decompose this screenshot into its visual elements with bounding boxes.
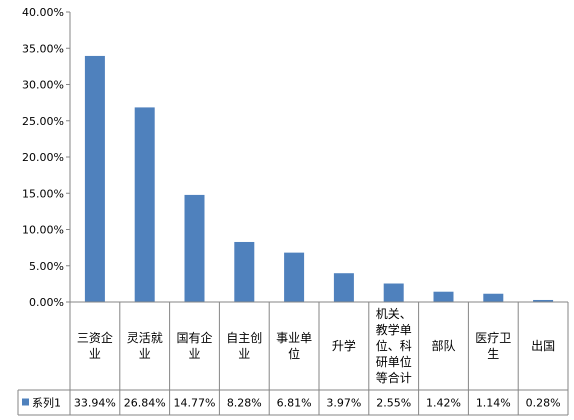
x-category-label: 自主创业: [226, 331, 262, 361]
x-category-label-line: 三资企: [77, 330, 113, 345]
x-category-label-line: 国有企: [176, 330, 212, 345]
data-table-value: 26.84%: [124, 397, 166, 410]
x-category-label-line: 机关、: [376, 307, 412, 321]
y-tick-label: 25.00%: [22, 115, 64, 128]
x-category-label: 灵活就业: [127, 331, 163, 361]
x-category-label: 机关、教学单位、科研单位等合计: [376, 307, 412, 385]
legend-swatch: [22, 398, 29, 406]
y-tick-label: 20.00%: [22, 151, 64, 164]
data-table-value: 6.81%: [277, 397, 312, 410]
x-category-label-line: 生: [487, 347, 499, 361]
bar: [483, 293, 504, 302]
x-category-label-line: 业: [188, 347, 200, 361]
y-tick-label: 30.00%: [22, 79, 64, 92]
bar: [134, 107, 155, 302]
y-tick-label: 35.00%: [22, 42, 64, 55]
y-tick-label: 40.00%: [22, 6, 64, 19]
x-category-label: 部队: [431, 338, 455, 353]
y-tick-label: 5.00%: [29, 260, 64, 273]
x-category-label: 医疗卫生: [475, 331, 511, 361]
x-category-label-line: 自主创: [226, 331, 262, 345]
x-category-label: 出国: [531, 339, 555, 353]
x-category-label-line: 位: [288, 346, 300, 361]
x-category-label-line: 位、科: [376, 338, 412, 353]
x-category-label: 事业单位: [276, 331, 312, 361]
x-category-label-line: 研单位: [376, 354, 412, 369]
bar: [333, 273, 354, 302]
x-category-label: 国有企业: [176, 330, 212, 361]
x-category-label: 升学: [332, 338, 356, 353]
data-table-value: 33.94%: [74, 397, 116, 410]
x-category-label-line: 部队: [431, 338, 455, 353]
x-category-label-line: 等合计: [376, 370, 412, 385]
plot-area: [84, 55, 554, 303]
x-category-label-line: 业: [89, 347, 101, 361]
x-category-label-line: 事业单: [276, 331, 312, 345]
x-category-label-line: 出国: [531, 339, 555, 353]
bar: [184, 194, 205, 302]
y-tick-label: 15.00%: [22, 187, 64, 200]
bar: [234, 241, 255, 302]
bar: [84, 55, 105, 303]
x-category-label-line: 升学: [332, 338, 356, 353]
x-category-label-line: 业: [139, 347, 151, 361]
data-table-value: 2.55%: [376, 397, 411, 410]
x-category-label-line: 灵活就: [127, 331, 163, 345]
data-table-value: 1.42%: [426, 397, 461, 410]
y-tick-label: 0.00%: [29, 296, 64, 309]
data-table-value: 1.14%: [476, 397, 511, 410]
data-table-value: 3.97%: [326, 397, 361, 410]
bar: [433, 291, 454, 302]
data-table-value: 14.77%: [174, 397, 216, 410]
bar: [383, 283, 404, 302]
x-category-label: 三资企业: [77, 330, 113, 361]
x-category-label-line: 教学单: [376, 322, 412, 337]
x-category-label-line: 业: [238, 347, 250, 361]
data-table: 三资企业灵活就业国有企业自主创业事业单位升学机关、教学单位、科研单位等合计部队医…: [17, 301, 569, 416]
data-table-value: 0.28%: [526, 397, 561, 410]
y-tick-label: 10.00%: [22, 224, 64, 237]
y-axis: 0.00% 5.00% 10.00% 15.00% 20.00% 25.00% 30.00%…: [22, 6, 71, 309]
legend-series-name: 系列1: [32, 396, 61, 410]
bar: [533, 299, 554, 302]
x-category-label-line: 医疗卫: [475, 331, 511, 345]
bar: [284, 252, 305, 302]
data-table-value: 8.28%: [227, 397, 262, 410]
